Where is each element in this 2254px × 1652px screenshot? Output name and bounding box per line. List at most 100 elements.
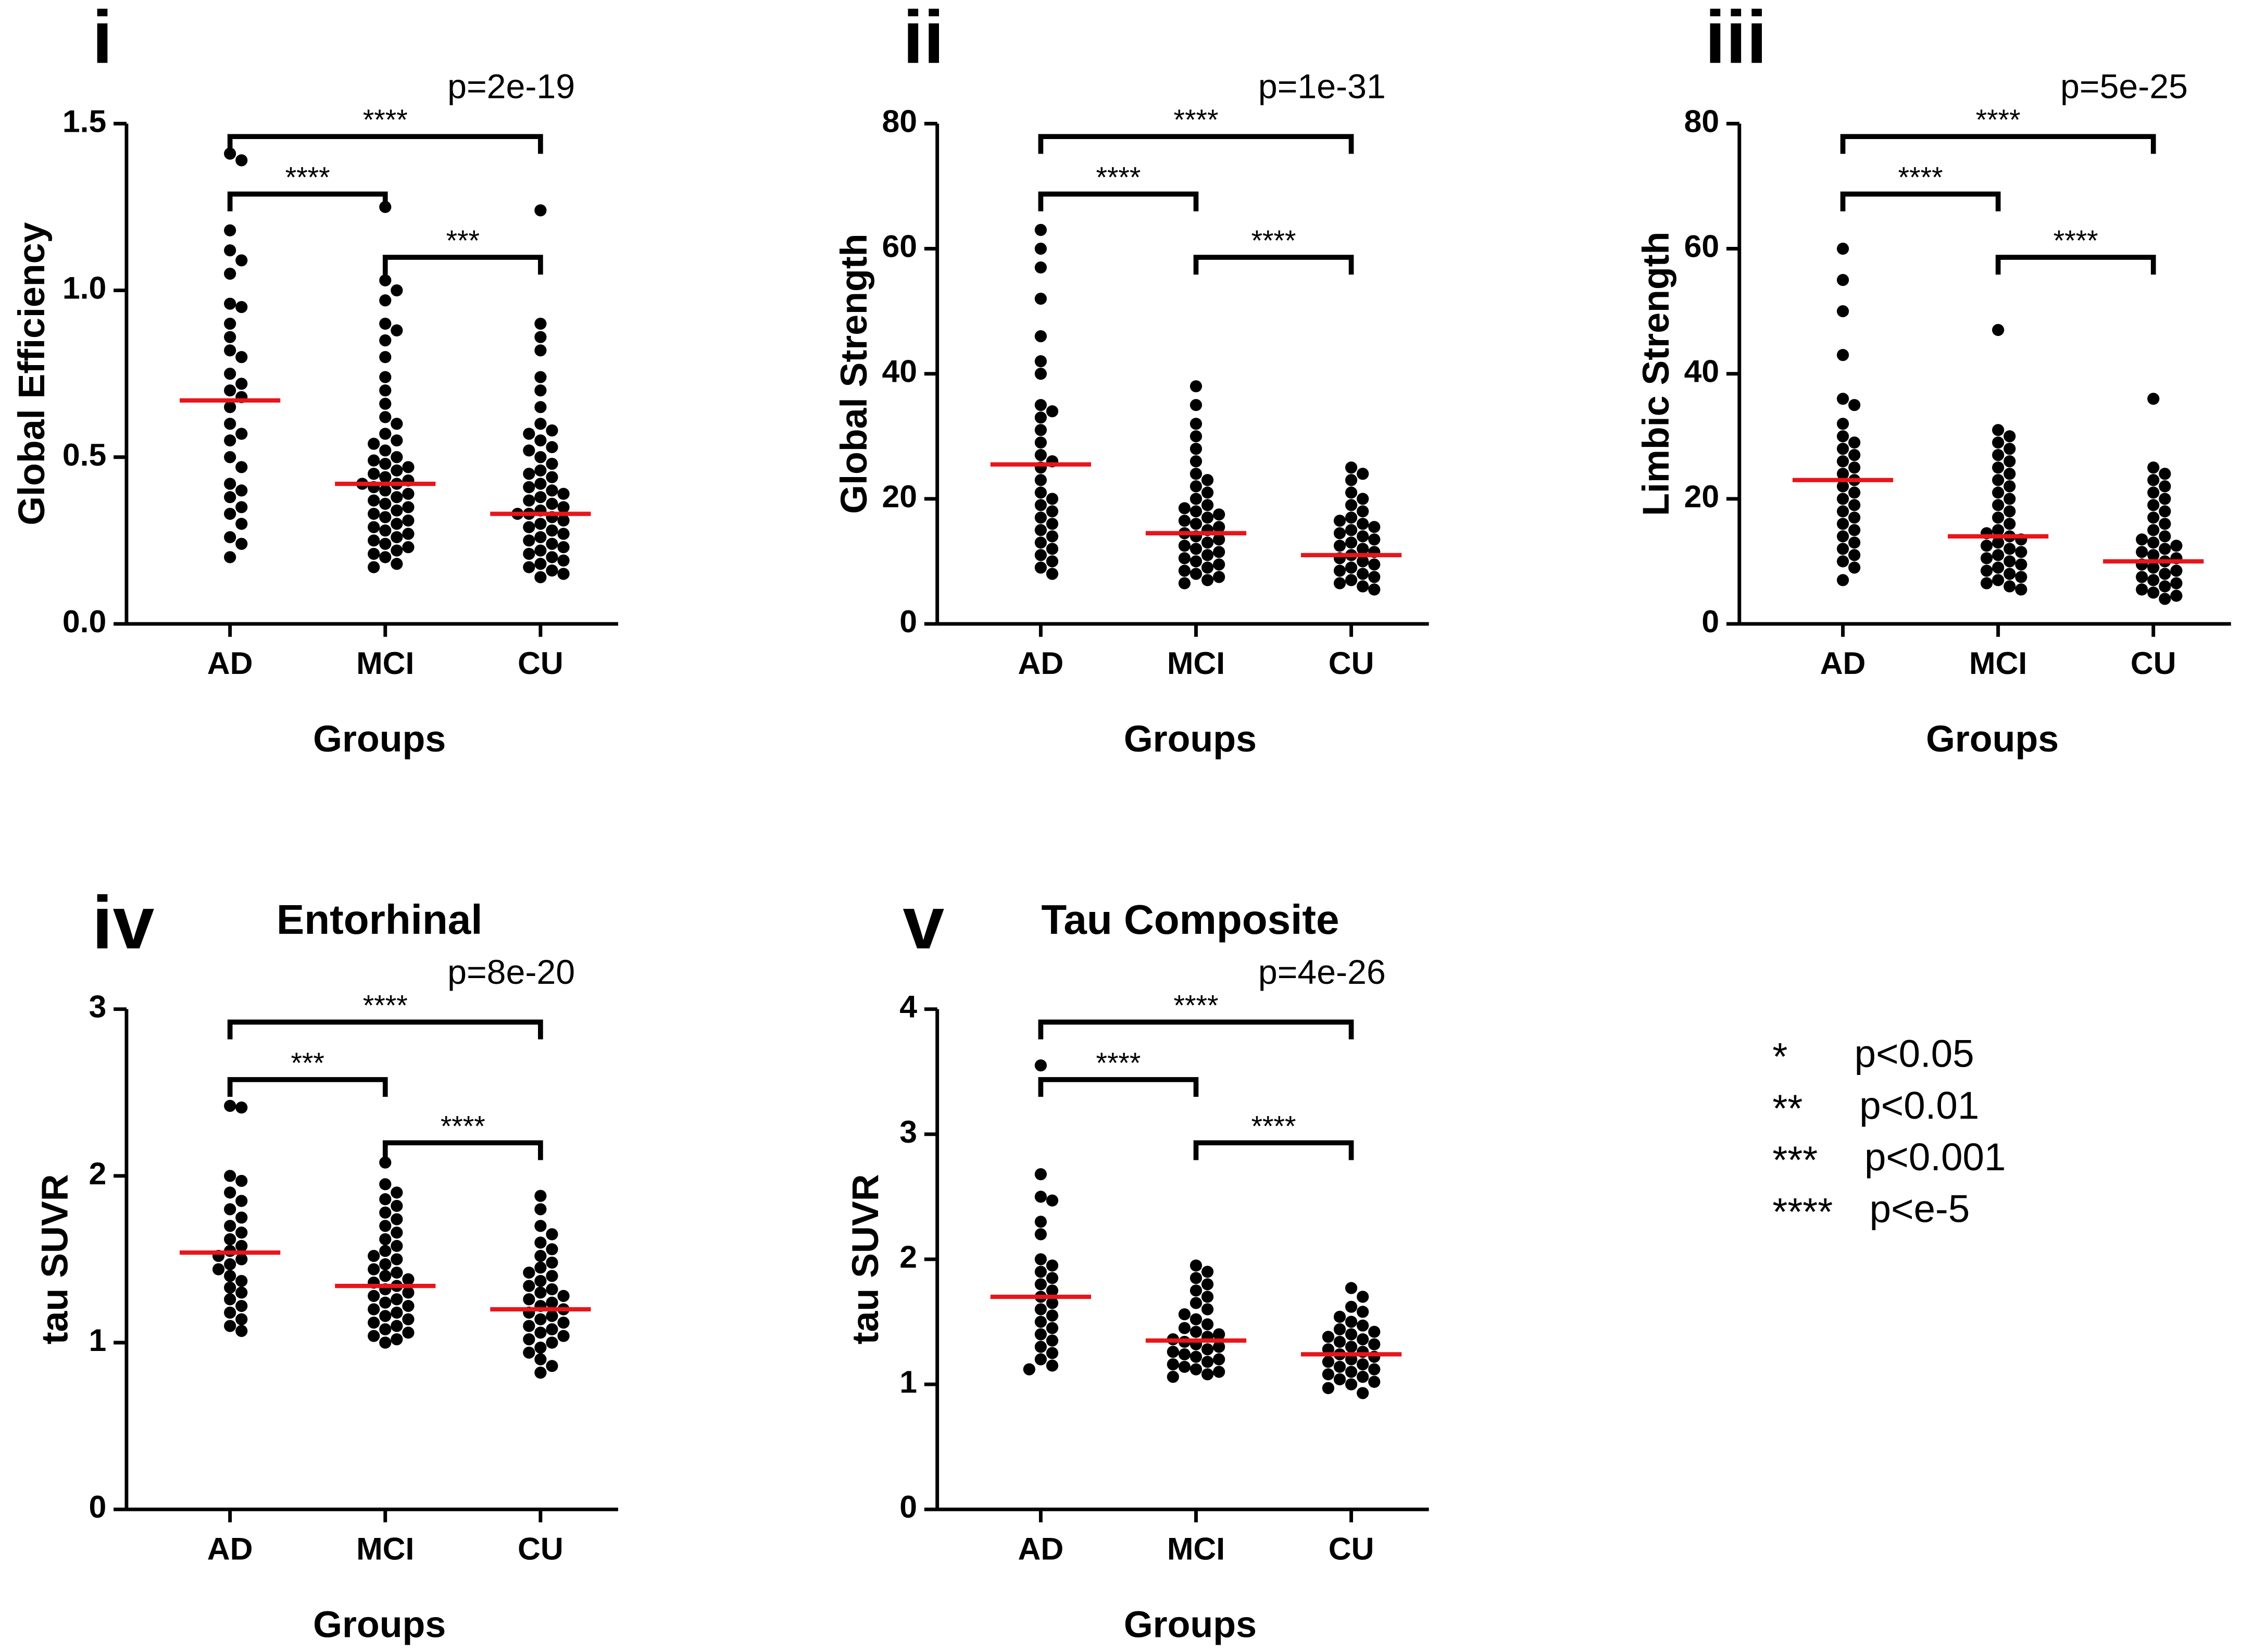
data-point bbox=[1213, 558, 1225, 571]
data-point bbox=[224, 1270, 236, 1282]
data-point bbox=[1201, 549, 1214, 561]
data-point bbox=[1357, 518, 1369, 530]
data-point bbox=[1836, 493, 1849, 505]
data-point bbox=[391, 531, 403, 544]
data-point bbox=[1201, 474, 1214, 486]
data-point bbox=[1333, 577, 1346, 590]
data-point bbox=[224, 531, 236, 544]
data-point bbox=[1189, 555, 1203, 568]
data-point bbox=[1189, 1350, 1203, 1363]
data-point bbox=[1213, 533, 1225, 546]
data-point bbox=[546, 1310, 558, 1322]
data-point bbox=[368, 1263, 380, 1275]
y-axis-label: Limbic Strength bbox=[1635, 232, 1677, 516]
data-point bbox=[1201, 1303, 1214, 1316]
data-point bbox=[224, 451, 236, 464]
data-point bbox=[391, 1213, 403, 1225]
significance-label: **** bbox=[441, 1110, 485, 1142]
data-point bbox=[379, 524, 392, 537]
legend-text: p<0.01 bbox=[1859, 1084, 1979, 1127]
data-point bbox=[534, 331, 547, 343]
data-point bbox=[235, 1299, 248, 1312]
significance-label: **** bbox=[1096, 161, 1141, 194]
data-point bbox=[2159, 580, 2171, 593]
data-point bbox=[1357, 1371, 1369, 1383]
data-point bbox=[1034, 368, 1047, 380]
data-point bbox=[1848, 549, 1861, 561]
data-point bbox=[546, 1336, 558, 1349]
data-point bbox=[534, 1274, 547, 1287]
data-point bbox=[379, 1220, 392, 1232]
data-point bbox=[391, 1266, 403, 1279]
data-point bbox=[523, 1293, 535, 1306]
data-point bbox=[1345, 524, 1358, 536]
data-point bbox=[546, 471, 558, 483]
data-point bbox=[2003, 543, 2016, 555]
data-point bbox=[1034, 1253, 1047, 1266]
data-point bbox=[1357, 555, 1369, 568]
data-point bbox=[1992, 549, 2005, 561]
data-point bbox=[224, 1320, 236, 1332]
data-point bbox=[1189, 1272, 1203, 1284]
data-point bbox=[1189, 505, 1203, 518]
data-point bbox=[235, 301, 248, 314]
data-point bbox=[2003, 480, 2016, 493]
data-point bbox=[402, 1313, 415, 1325]
data-point bbox=[1992, 536, 2005, 549]
data-point bbox=[1046, 1297, 1059, 1309]
data-point bbox=[546, 1228, 558, 1241]
data-point bbox=[391, 1293, 403, 1306]
data-point bbox=[224, 368, 236, 380]
data-point bbox=[1357, 1306, 1369, 1318]
data-point bbox=[1034, 1353, 1047, 1366]
data-point bbox=[557, 554, 570, 567]
data-point bbox=[235, 1240, 248, 1252]
data-point bbox=[1992, 461, 2005, 474]
data-point bbox=[379, 1206, 392, 1219]
data-point bbox=[379, 1156, 392, 1169]
x-axis-label: Groups bbox=[313, 1604, 446, 1645]
data-point bbox=[1992, 436, 2005, 449]
data-point bbox=[224, 297, 236, 310]
data-point bbox=[1357, 543, 1369, 555]
data-point bbox=[368, 494, 380, 507]
data-point bbox=[1836, 455, 1849, 468]
data-point bbox=[1034, 486, 1047, 499]
y-tick-label: 0.5 bbox=[62, 437, 106, 472]
data-point bbox=[1201, 499, 1214, 511]
data-point bbox=[1368, 1363, 1381, 1375]
data-point bbox=[1992, 511, 2005, 524]
data-point bbox=[1836, 430, 1849, 443]
data-point bbox=[1322, 1382, 1335, 1394]
data-point bbox=[391, 1227, 403, 1239]
data-point bbox=[1368, 558, 1381, 571]
data-point bbox=[1836, 530, 1849, 543]
x-tick-label: CU bbox=[1329, 645, 1374, 681]
y-axis-label: Global Efficiency bbox=[11, 222, 53, 525]
data-point bbox=[1345, 499, 1358, 511]
data-point bbox=[2159, 480, 2171, 493]
data-point bbox=[1992, 499, 2005, 511]
significance-label: **** bbox=[1096, 1047, 1141, 1079]
panel-letter: i bbox=[92, 0, 113, 79]
data-point bbox=[1046, 1194, 1059, 1207]
data-point bbox=[391, 451, 403, 464]
data-point bbox=[1836, 543, 1849, 555]
data-point bbox=[1046, 493, 1059, 505]
data-point bbox=[368, 1316, 380, 1329]
data-point bbox=[534, 544, 547, 557]
data-point bbox=[2159, 505, 2171, 518]
data-point bbox=[368, 547, 380, 560]
data-point bbox=[523, 1346, 535, 1359]
data-point bbox=[534, 1367, 547, 1379]
data-point bbox=[1836, 555, 1849, 568]
data-point bbox=[402, 541, 415, 554]
data-point bbox=[2015, 546, 2027, 558]
data-point bbox=[1034, 292, 1047, 305]
significance-label: **** bbox=[285, 161, 330, 194]
data-point bbox=[1189, 1363, 1203, 1375]
data-point bbox=[1189, 380, 1203, 393]
data-point bbox=[2147, 586, 2160, 599]
significance-bracket bbox=[1193, 255, 1354, 275]
data-point bbox=[224, 1186, 236, 1199]
